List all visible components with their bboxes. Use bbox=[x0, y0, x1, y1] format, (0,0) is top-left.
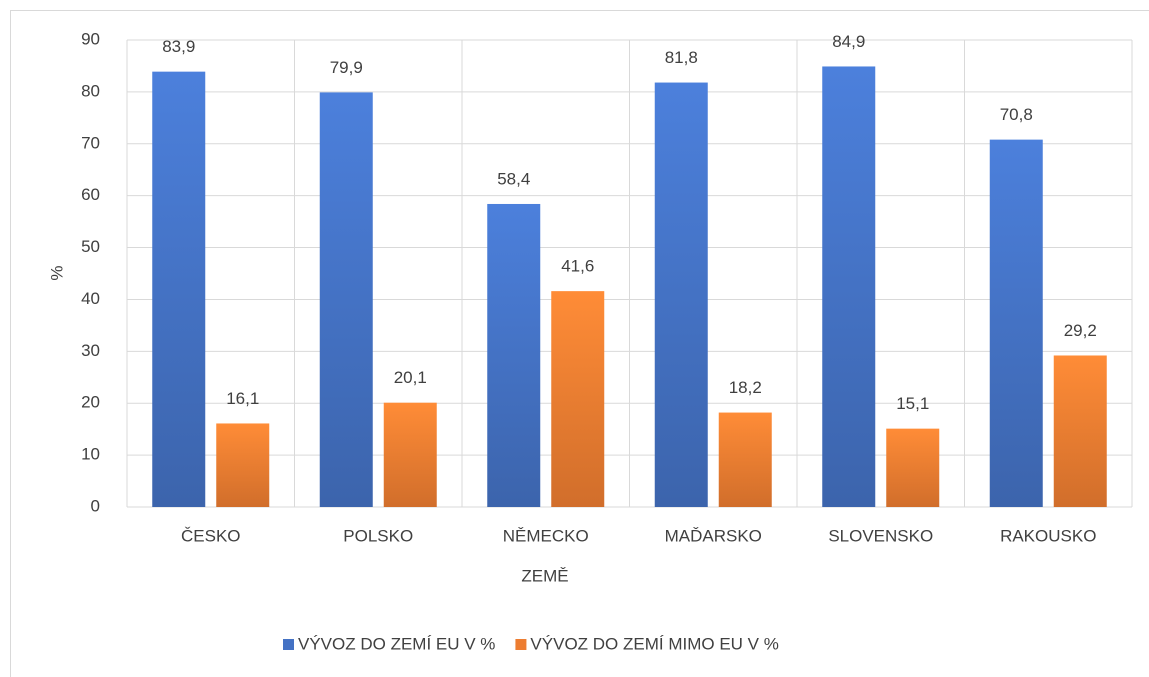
data-label: 84,9 bbox=[832, 32, 865, 51]
data-label: 15,1 bbox=[896, 394, 929, 413]
y-tick-label: 70 bbox=[81, 133, 100, 152]
bar bbox=[718, 412, 772, 507]
data-label: 20,1 bbox=[394, 368, 427, 387]
data-label: 70,8 bbox=[1000, 105, 1033, 124]
x-tick-label: NĚMECKO bbox=[503, 526, 589, 545]
chart-frame bbox=[10, 10, 1149, 677]
y-tick-label: 10 bbox=[81, 445, 100, 464]
bar bbox=[216, 423, 270, 507]
bar bbox=[989, 139, 1043, 508]
y-tick-label: 80 bbox=[81, 81, 100, 100]
y-tick-label: 20 bbox=[81, 393, 100, 412]
bar bbox=[319, 92, 373, 507]
data-label: 41,6 bbox=[561, 257, 594, 276]
data-label: 79,9 bbox=[330, 58, 363, 77]
x-tick-label: RAKOUSKO bbox=[1000, 526, 1096, 545]
y-tick-label: 60 bbox=[81, 185, 100, 204]
x-tick-label: MAĎARSKO bbox=[665, 526, 762, 545]
y-tick-label: 90 bbox=[81, 29, 100, 48]
legend-swatch bbox=[515, 639, 527, 650]
y-tick-label: 40 bbox=[81, 289, 100, 308]
bar bbox=[487, 203, 541, 508]
bar bbox=[822, 66, 876, 508]
bar bbox=[383, 402, 437, 507]
bar bbox=[654, 82, 708, 507]
bar bbox=[152, 71, 206, 507]
data-label: 29,2 bbox=[1064, 321, 1097, 340]
legend-label: VÝVOZ DO ZEMÍ EU V % bbox=[298, 634, 495, 653]
data-label: 58,4 bbox=[497, 169, 530, 188]
y-axis-label: % bbox=[47, 265, 66, 280]
data-label: 83,9 bbox=[162, 37, 195, 56]
y-tick-label: 50 bbox=[81, 237, 100, 256]
bar bbox=[886, 428, 940, 507]
bar bbox=[1053, 355, 1107, 507]
x-tick-label: ČESKO bbox=[181, 526, 241, 545]
legend-label: VÝVOZ DO ZEMÍ MIMO EU V % bbox=[530, 634, 778, 653]
x-tick-label: POLSKO bbox=[343, 526, 413, 545]
bar bbox=[551, 291, 605, 507]
x-tick-label: SLOVENSKO bbox=[828, 526, 933, 545]
data-label: 16,1 bbox=[226, 389, 259, 408]
data-label: 18,2 bbox=[729, 378, 762, 397]
data-label: 81,8 bbox=[665, 48, 698, 67]
y-tick-label: 30 bbox=[81, 341, 100, 360]
legend-swatch bbox=[283, 639, 294, 650]
y-tick-label: 0 bbox=[91, 496, 100, 515]
x-axis-label: ZEMĚ bbox=[521, 566, 568, 585]
